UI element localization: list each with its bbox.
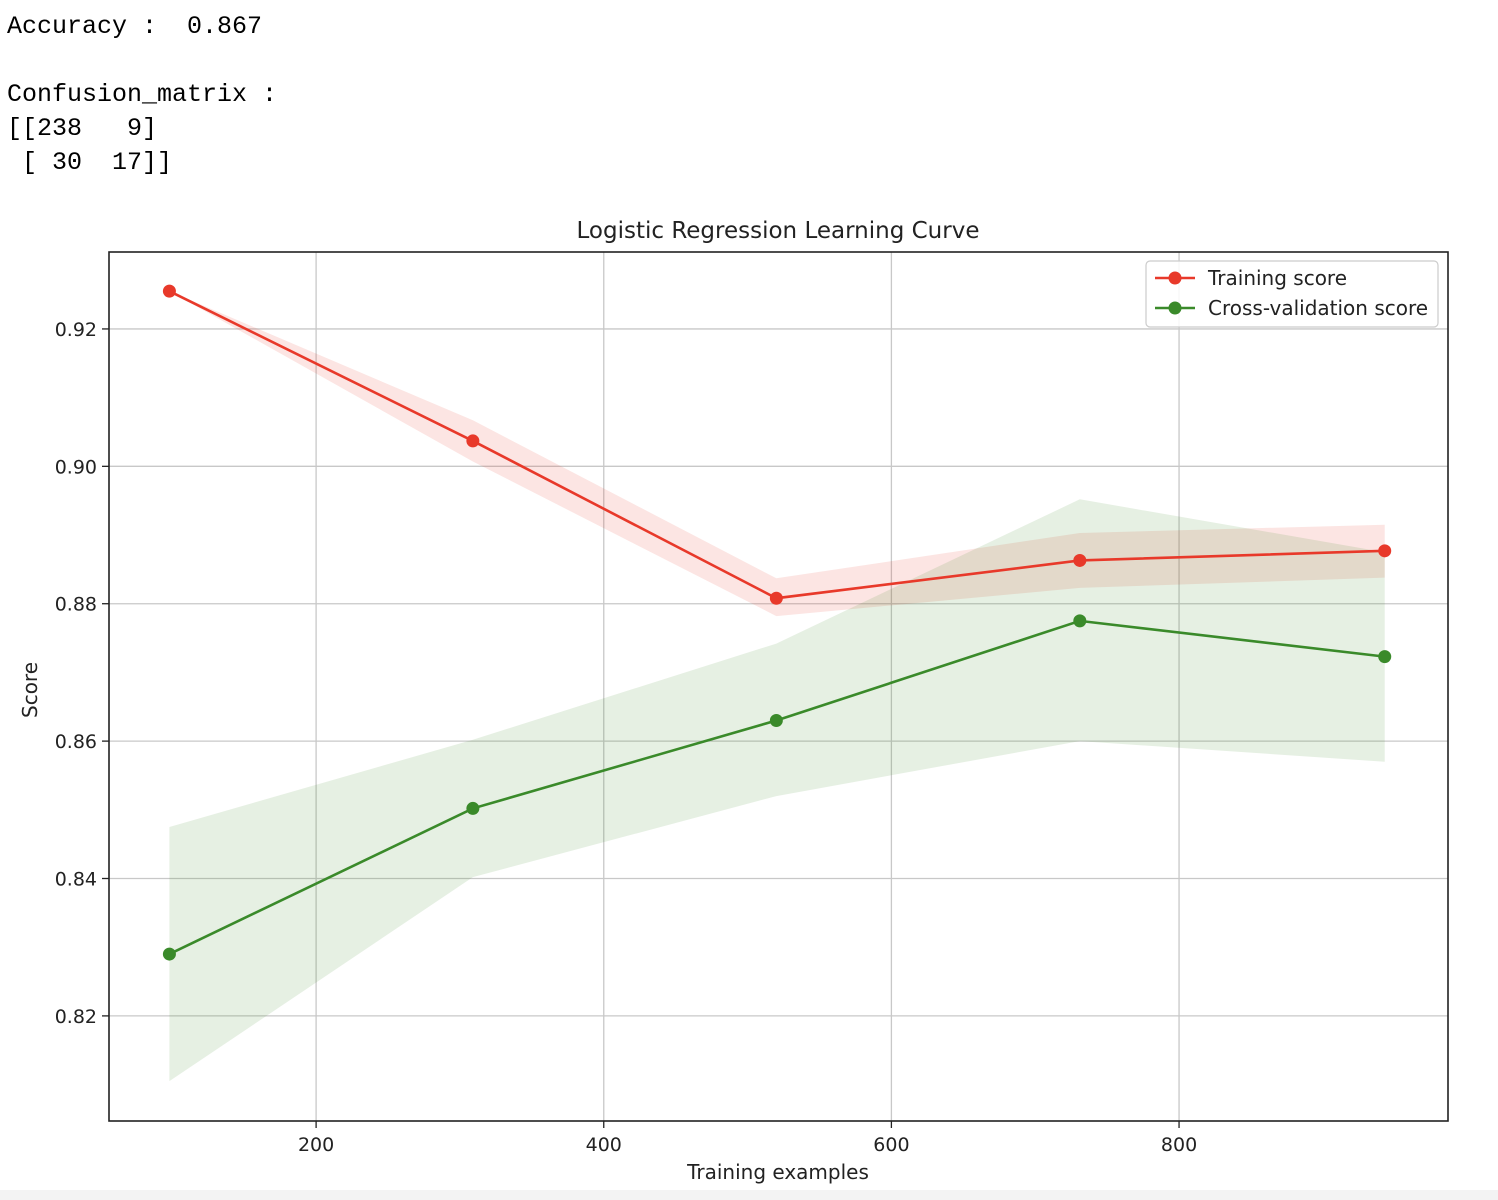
confusion-matrix-row-2: [ 30 17]] [7, 148, 173, 177]
data-point-cross-validation [1378, 650, 1392, 664]
x-tick-label: 400 [586, 1134, 622, 1156]
data-point-cross-validation [466, 801, 480, 815]
y-tick-label: 0.84 [55, 869, 97, 891]
data-point-cross-validation [1073, 614, 1087, 628]
x-axis-label: Training examples [686, 1160, 869, 1184]
data-point-training [1378, 544, 1392, 558]
accuracy-line: Accuracy : 0.867 [7, 12, 263, 41]
legend-label-cross-validation: Cross-validation score [1208, 296, 1428, 320]
axis-ticks: 200 400 600 800 0.82 0.84 0.86 0.88 0.90 0.92 [55, 319, 1197, 1156]
y-tick-label: 0.90 [55, 456, 97, 478]
data-point-training [1073, 553, 1087, 567]
x-tick-label: 200 [298, 1134, 334, 1156]
y-tick-label: 0.88 [55, 594, 97, 616]
series-lines [162, 284, 1392, 961]
data-point-training [162, 284, 176, 298]
legend-marker-cross-validation [1168, 301, 1182, 315]
confidence-band-cross-validation [169, 499, 1385, 1082]
legend-label-training: Training score [1207, 266, 1347, 290]
y-tick-label: 0.92 [55, 319, 97, 341]
legend: Training score Cross-validation score [1145, 260, 1439, 328]
confidence-band-training [169, 291, 1385, 617]
cell-output: Accuracy : 0.867 Confusion_matrix : [[238 … [7, 10, 277, 180]
data-point-training [466, 434, 480, 448]
data-point-cross-validation [162, 947, 176, 961]
y-axis-label: Score [18, 662, 42, 718]
legend-marker-training [1168, 271, 1182, 285]
confusion-matrix-row-1: [[238 9] [7, 114, 158, 143]
data-point-cross-validation [769, 714, 783, 728]
plot-frame [108, 251, 1449, 1122]
data-point-training [769, 591, 783, 605]
y-tick-label: 0.86 [55, 731, 97, 753]
x-tick-label: 800 [1161, 1134, 1197, 1156]
y-tick-label: 0.82 [55, 1006, 97, 1028]
confusion-matrix-label: Confusion_matrix : [7, 80, 278, 109]
confidence-bands [169, 291, 1385, 1082]
legend-box [1145, 260, 1439, 328]
bottom-strip [0, 1190, 1498, 1200]
x-tick-label: 600 [873, 1134, 909, 1156]
chart-title: Logistic Regression Learning Curve [577, 218, 980, 244]
